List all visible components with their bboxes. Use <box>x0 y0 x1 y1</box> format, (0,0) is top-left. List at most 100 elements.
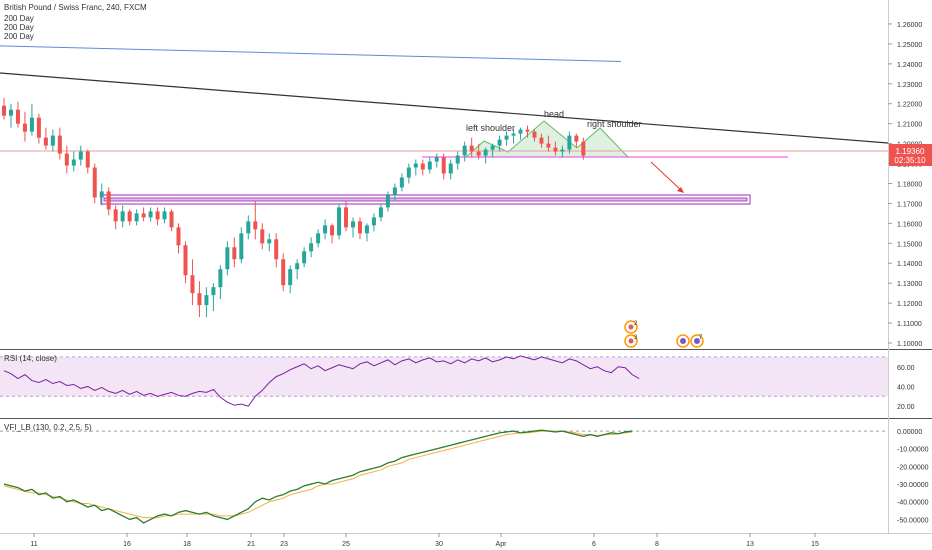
symbol-title[interactable]: British Pound / Swiss Franc, 240, FXCM <box>4 3 147 12</box>
support-zone-outer[interactable] <box>100 194 751 205</box>
candle-body[interactable] <box>71 159 76 166</box>
right-shoulder-label[interactable]: right shoulder <box>587 119 642 129</box>
rsi-title[interactable]: RSI (14, close) <box>4 354 57 363</box>
candle-body[interactable] <box>190 275 195 294</box>
candle-body[interactable] <box>420 163 425 170</box>
candle-body[interactable] <box>427 161 432 170</box>
candle-body[interactable] <box>567 135 572 150</box>
candle-body[interactable] <box>225 247 230 270</box>
candle-body[interactable] <box>455 155 460 164</box>
vfi-axis[interactable]: 0.00000 -10.00000 -20.00000 -30.00000 -40.00… <box>897 429 929 524</box>
candle-body[interactable] <box>92 167 97 198</box>
candle-body[interactable] <box>434 157 439 162</box>
event-marker-flag-group[interactable]: 7 <box>676 334 704 348</box>
candle-body[interactable] <box>169 211 174 228</box>
candle-body[interactable] <box>532 131 537 138</box>
event-marker-2[interactable]: 2 <box>624 320 638 334</box>
head-and-shoulders-pattern[interactable] <box>464 120 630 158</box>
candle-body[interactable] <box>511 133 516 136</box>
candle-body[interactable] <box>323 225 328 234</box>
head-label[interactable]: head <box>544 109 564 119</box>
candle-body[interactable] <box>260 229 265 244</box>
ma-label-3[interactable]: 200 Day <box>4 32 34 41</box>
candle-body[interactable] <box>64 153 69 166</box>
candle-body[interactable] <box>29 117 34 132</box>
candle-body[interactable] <box>448 163 453 174</box>
candle-body[interactable] <box>43 137 48 146</box>
ma-label-1[interactable]: 200 Day <box>4 14 34 23</box>
candle-body[interactable] <box>246 221 251 234</box>
candle-body[interactable] <box>337 207 342 236</box>
candle-body[interactable] <box>344 207 349 228</box>
candle-body[interactable] <box>8 109 13 116</box>
left-shoulder-label[interactable]: left shoulder <box>466 123 515 133</box>
candle-body[interactable] <box>155 211 160 220</box>
time-axis[interactable]: 11 16 18 21 23 25 30 Apr 6 8 13 15 <box>30 533 819 548</box>
candle-body[interactable] <box>330 225 335 236</box>
candle-body[interactable] <box>309 243 314 252</box>
candle-body[interactable] <box>441 157 446 174</box>
candle-body[interactable] <box>539 137 544 144</box>
candle-body[interactable] <box>288 269 293 286</box>
candle-body[interactable] <box>134 213 139 222</box>
candle-body[interactable] <box>364 225 369 234</box>
candle-body[interactable] <box>274 239 279 260</box>
candle-body[interactable] <box>253 221 258 230</box>
candle-body[interactable] <box>316 233 321 244</box>
support-zone-inner[interactable] <box>103 197 748 202</box>
candle-body[interactable] <box>392 187 397 196</box>
candle-body[interactable] <box>99 191 104 198</box>
candle-body[interactable] <box>183 245 188 276</box>
vfi-title[interactable]: VFI_LB (130, 0.2, 2.5, 5) <box>4 423 92 432</box>
candle-body[interactable] <box>197 293 202 306</box>
candle-body[interactable] <box>78 151 83 160</box>
ma-label-2[interactable]: 200 Day <box>4 23 34 32</box>
candle-body[interactable] <box>406 167 411 178</box>
candle-body[interactable] <box>385 195 390 208</box>
candle-body[interactable] <box>357 221 362 234</box>
candle-body[interactable] <box>581 141 586 156</box>
candle-body[interactable] <box>497 139 502 146</box>
candle-body[interactable] <box>518 129 523 134</box>
candle-body[interactable] <box>176 227 181 246</box>
candle-body[interactable] <box>351 221 355 228</box>
candle-body[interactable] <box>525 129 530 132</box>
candle-body[interactable] <box>469 145 474 152</box>
candle-body[interactable] <box>106 191 111 210</box>
candle-body[interactable] <box>113 209 118 222</box>
candle-body[interactable] <box>148 211 153 218</box>
candle-body[interactable] <box>204 295 209 306</box>
candle-body[interactable] <box>85 151 90 168</box>
candle-body[interactable] <box>22 123 27 132</box>
candle-body[interactable] <box>281 259 286 286</box>
candle-body[interactable] <box>211 287 216 296</box>
candle-body[interactable] <box>371 217 376 226</box>
candle-body[interactable] <box>295 263 300 270</box>
candle-body[interactable] <box>36 117 41 138</box>
candle-body[interactable] <box>378 207 383 218</box>
event-marker-3[interactable]: 3 <box>624 334 638 348</box>
candle-body[interactable] <box>476 151 481 156</box>
candle-body[interactable] <box>553 147 558 152</box>
candle-body[interactable] <box>50 135 55 146</box>
candle-body[interactable] <box>546 143 551 148</box>
candle-body[interactable] <box>574 135 579 142</box>
rsi-axis[interactable]: 60.00 40.00 20.00 <box>897 365 915 411</box>
candle-body[interactable] <box>162 211 167 220</box>
candle-body[interactable] <box>15 109 20 124</box>
projection-arrow[interactable] <box>650 161 684 193</box>
candle-body[interactable] <box>560 149 565 152</box>
candle-body[interactable] <box>490 145 495 150</box>
candle-body[interactable] <box>399 177 404 188</box>
candle-body[interactable] <box>218 269 223 288</box>
candle-body[interactable] <box>462 145 467 156</box>
candle-body[interactable] <box>127 211 132 222</box>
candle-body[interactable] <box>57 135 62 154</box>
candle-body[interactable] <box>120 211 125 222</box>
candle-body[interactable] <box>302 251 307 264</box>
candle-body[interactable] <box>483 149 488 156</box>
descending-trendline[interactable] <box>0 72 889 144</box>
candle-body[interactable] <box>232 247 237 260</box>
candle-body[interactable] <box>239 233 244 260</box>
